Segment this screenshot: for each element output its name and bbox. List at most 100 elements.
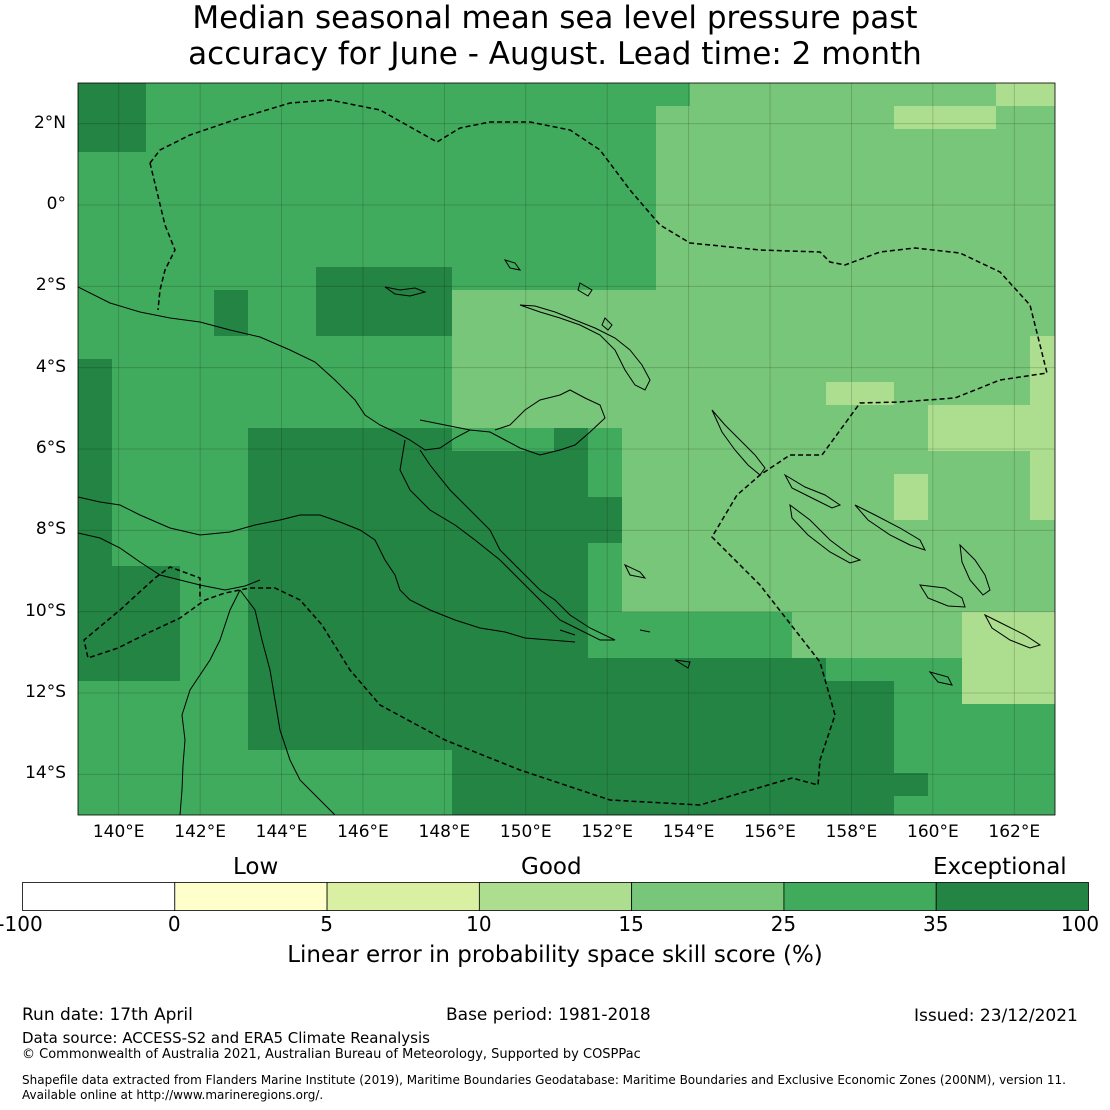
skill-cell — [554, 405, 589, 429]
skill-cell — [622, 796, 657, 815]
skill-cell — [418, 336, 453, 360]
skill-cell — [996, 267, 1031, 291]
skill-cell — [758, 704, 793, 728]
colorbar-tick-label: 15 — [618, 912, 644, 936]
skill-cell — [894, 336, 929, 360]
skill-cell — [418, 106, 453, 130]
skill-cell — [1030, 681, 1055, 705]
skill-cell — [316, 796, 351, 815]
skill-cell — [282, 267, 317, 291]
skill-cell — [826, 106, 861, 130]
skill-cell — [384, 267, 419, 291]
skill-cell — [214, 612, 249, 636]
skill-cell — [146, 382, 181, 406]
skill-cell — [520, 83, 555, 107]
skill-cell — [316, 543, 351, 567]
skill-cell — [486, 451, 521, 475]
skill-cell — [554, 704, 589, 728]
longitude-label: 142°E — [174, 822, 226, 842]
skill-cell — [316, 152, 351, 176]
skill-cell — [894, 152, 929, 176]
skill-cell — [724, 589, 759, 613]
skill-cell — [350, 221, 385, 245]
skill-cell — [554, 152, 589, 176]
skill-cell — [724, 244, 759, 268]
skill-cell — [78, 106, 113, 130]
skill-cell — [554, 750, 589, 774]
skill-cell — [486, 405, 521, 429]
skill-cell — [282, 497, 317, 521]
skill-cell — [316, 382, 351, 406]
skill-cell — [248, 175, 283, 199]
skill-cell — [894, 244, 929, 268]
skill-cell — [860, 635, 895, 659]
skill-cell — [520, 313, 555, 337]
skill-cell — [724, 543, 759, 567]
skill-cell — [146, 405, 181, 429]
skill-cell — [112, 175, 147, 199]
skill-cell — [894, 589, 929, 613]
skill-cell — [214, 382, 249, 406]
skill-cell — [78, 152, 113, 176]
skill-cell — [486, 221, 521, 245]
skill-cell — [146, 129, 181, 153]
skill-cell — [894, 129, 929, 153]
skill-cell — [146, 796, 181, 815]
skill-cell — [418, 152, 453, 176]
skill-cell — [282, 704, 317, 728]
skill-cell — [962, 244, 997, 268]
skill-cell — [282, 635, 317, 659]
skill-cell — [486, 474, 521, 498]
skill-cell — [146, 497, 181, 521]
skill-cell — [1030, 267, 1055, 291]
skill-cell — [622, 658, 657, 682]
skill-cell — [248, 313, 283, 337]
skill-cell — [282, 451, 317, 475]
skill-cell — [588, 773, 623, 797]
skill-cell — [554, 290, 589, 314]
skill-cell — [622, 382, 657, 406]
skill-cell — [452, 382, 487, 406]
skill-cell — [1030, 612, 1055, 636]
skill-cell — [1030, 129, 1055, 153]
skill-cell — [418, 681, 453, 705]
skill-cell — [758, 474, 793, 498]
skill-cell — [418, 198, 453, 222]
skill-cell — [248, 727, 283, 751]
skill-cell — [656, 336, 691, 360]
skill-cell — [758, 589, 793, 613]
skill-cell — [350, 681, 385, 705]
skill-cell — [112, 520, 147, 544]
skill-cell — [350, 750, 385, 774]
skill-cell — [282, 152, 317, 176]
issued-date: Issued: 23/12/2021 — [914, 1006, 1078, 1026]
skill-cell — [860, 313, 895, 337]
longitude-label: 140°E — [92, 822, 145, 842]
skill-cell — [418, 175, 453, 199]
skill-cell — [214, 589, 249, 613]
skill-cell — [860, 83, 895, 107]
category-good: Good — [521, 854, 582, 880]
coastline-solomons-1 — [783, 473, 842, 509]
skill-cell — [724, 451, 759, 475]
skill-cell — [452, 474, 487, 498]
colorbar-bin — [326, 882, 480, 911]
skill-cell — [554, 129, 589, 153]
skill-cell — [588, 428, 623, 452]
skill-cell — [418, 635, 453, 659]
skill-cell — [146, 244, 181, 268]
skill-cell — [792, 796, 827, 815]
skill-cell — [588, 796, 623, 815]
skill-cell — [826, 474, 861, 498]
skill-cell — [690, 359, 725, 383]
skill-cell — [180, 267, 215, 291]
skill-cell — [554, 359, 589, 383]
skill-cell — [282, 796, 317, 815]
skill-cell — [316, 359, 351, 383]
skill-cell — [588, 405, 623, 429]
skill-cell — [724, 474, 759, 498]
skill-cell — [1030, 382, 1055, 406]
skill-cell — [928, 83, 963, 107]
skill-cell — [486, 290, 521, 314]
skill-cell — [826, 497, 861, 521]
